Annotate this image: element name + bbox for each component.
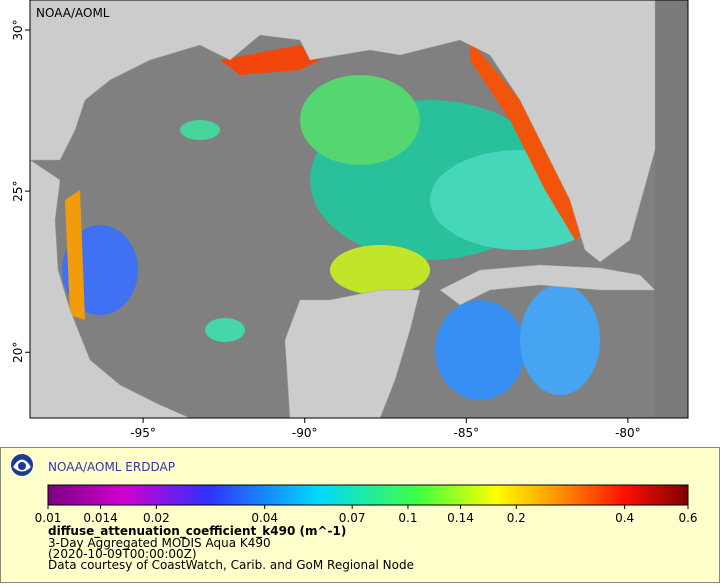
info-line: (2020-10-09T00:00:00Z) [48, 547, 197, 561]
colorbar-tick-label: 0.07 [339, 511, 366, 525]
colorbar-tick-label: 0.6 [678, 511, 697, 525]
colorbar-tick-label: 0.02 [143, 511, 170, 525]
map: NOAA/AOML [29, 0, 689, 419]
legend-panel [0, 447, 720, 583]
colorbar-tick-label: 0.04 [251, 511, 278, 525]
colorbar-tick-label: 0.1 [398, 511, 417, 525]
info-line: 3-Day Aggregated MODIS Aqua K490 [48, 536, 271, 550]
y-tick-label: 20° [11, 342, 25, 363]
map-frame [29, 0, 689, 419]
y-tick-label: 30° [11, 19, 25, 40]
info-line: Data courtesy of CoastWatch, Carib. and … [48, 558, 414, 572]
colorbar-tick-label: 0.014 [83, 511, 117, 525]
map-label: NOAA/AOML [36, 6, 110, 20]
logo [11, 454, 33, 476]
colorbar-tick-label: 0.14 [447, 511, 474, 525]
colorbar [47, 484, 689, 506]
x-tick-label: -95° [130, 426, 156, 440]
colorbar-tick-label: 0.2 [507, 511, 526, 525]
atlantic [655, 0, 688, 418]
x-tick-label: -85° [453, 426, 479, 440]
land [29, 0, 656, 419]
colorbar-tick-label: 0.01 [35, 511, 62, 525]
variable-name: diffuse_attenuation_coefficient_k490 (m^… [48, 524, 346, 539]
x-tick-label: -80° [615, 426, 641, 440]
y-tick-label: 25° [11, 180, 25, 201]
colorbar-tick-label: 0.4 [615, 511, 634, 525]
legend-title: NOAA/AOML ERDDAP [48, 460, 175, 474]
x-tick-label: -90° [292, 426, 318, 440]
